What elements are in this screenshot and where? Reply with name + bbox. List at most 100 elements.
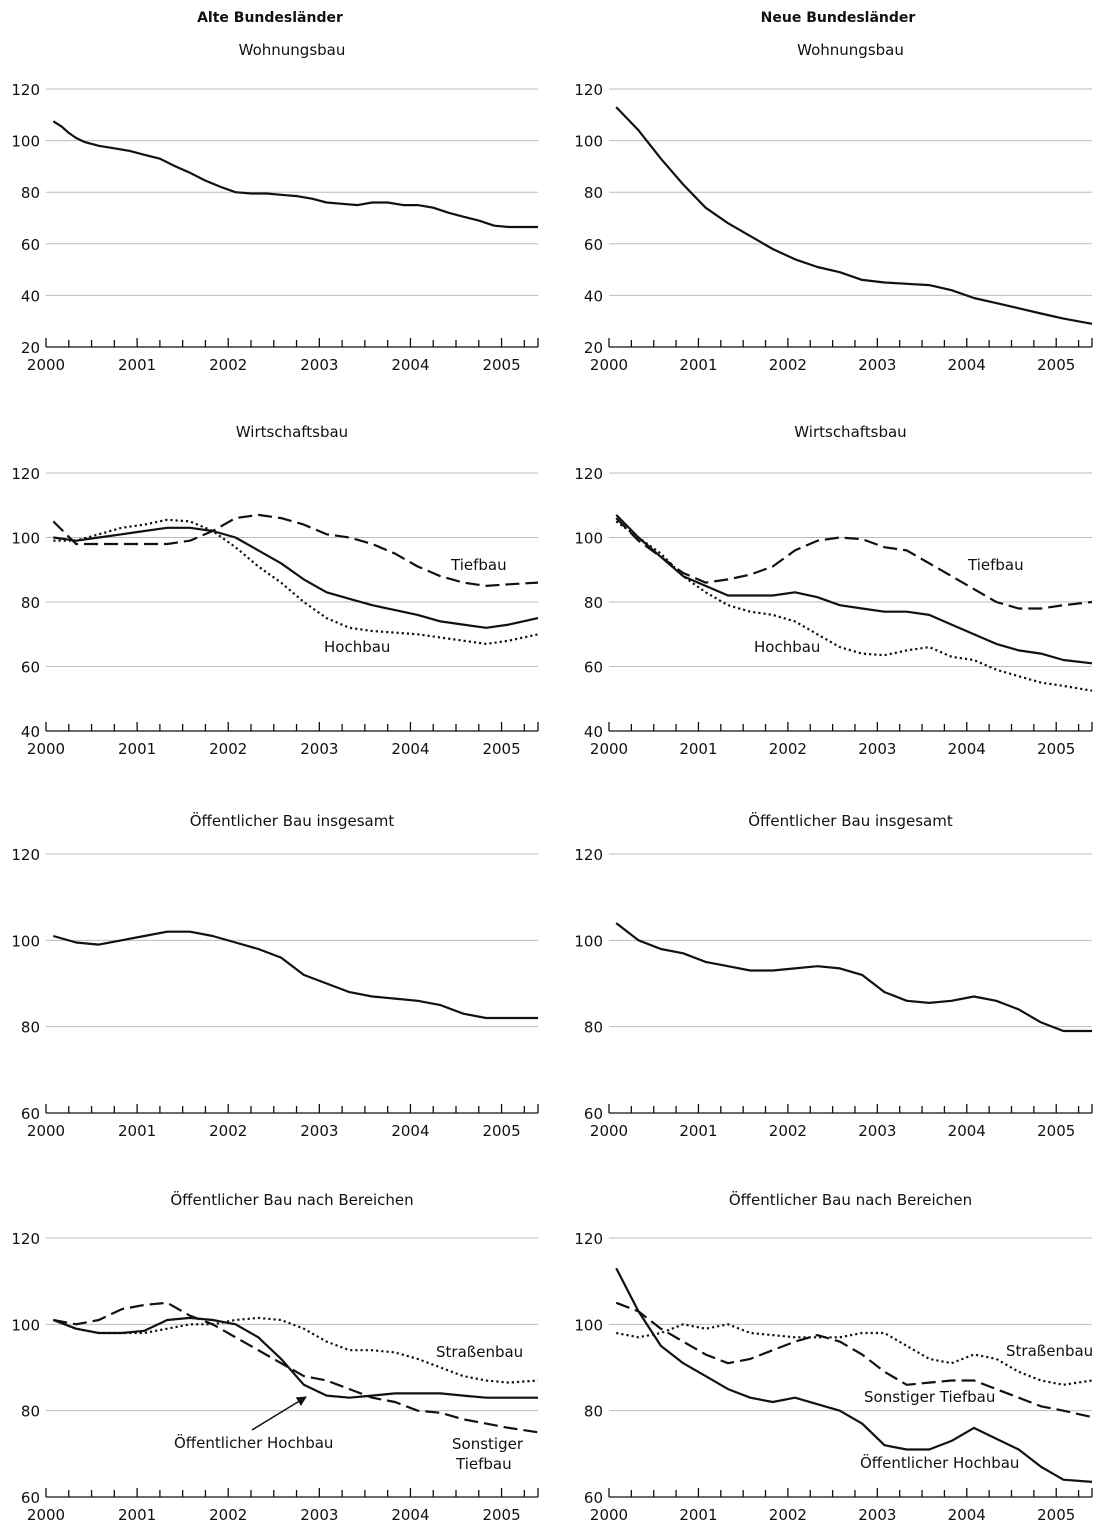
- x-tick-label: 2001: [679, 356, 717, 374]
- y-tick-label: 60: [21, 659, 40, 677]
- x-tick-label: 2000: [590, 1122, 628, 1140]
- x-tick-label: 2004: [948, 356, 986, 374]
- chart-panel-right-1: Wohnungsbau 20 40 60 80 100 120 2000 2001 2002 200…: [574, 41, 1093, 374]
- chart-panel-left-1: Wohnungsbau 20 40 60 80 100 120 2000 2001 2002 200…: [11, 41, 539, 374]
- y-tick-label: 120: [574, 81, 603, 99]
- chart-panel-left-3: Öffentlicher Bau insgesamt 60 80 100 120 2000…: [11, 811, 539, 1140]
- series-label-sonstiger-tiefbau: Sonstiger Tiefbau: [864, 1388, 995, 1406]
- x-tick-label: 2002: [769, 356, 807, 374]
- x-tick-label: 2005: [1037, 740, 1075, 758]
- x-tick-label: 2004: [391, 1506, 429, 1524]
- series-label-tiefbau: Tiefbau: [967, 556, 1024, 574]
- series-line-solid: [52, 120, 538, 229]
- series-line-solid: [52, 1316, 538, 1399]
- series-line-solid: [53, 526, 539, 629]
- y-tick-label: 100: [574, 133, 603, 151]
- x-tick-label: 2002: [209, 1506, 247, 1524]
- y-tick-label: 40: [584, 287, 603, 305]
- x-tick-label: 2000: [27, 1122, 65, 1140]
- y-tick-label: 60: [21, 1105, 40, 1123]
- x-tick-label: 2004: [948, 1506, 986, 1524]
- series-label-hochbau: Hochbau: [324, 638, 390, 656]
- y-tick-label: 120: [574, 465, 603, 483]
- series-label-sonstiger-tiefbau: Tiefbau: [455, 1455, 512, 1473]
- x-tick-label: 2001: [679, 740, 717, 758]
- y-tick-label: 80: [21, 1019, 40, 1037]
- y-tick-label: 80: [21, 1403, 40, 1421]
- series-line-solid: [52, 930, 538, 1020]
- series-line-dotted: [615, 1323, 1093, 1386]
- y-tick-label: 120: [574, 1230, 603, 1248]
- chart-title: Öffentlicher Bau nach Bereichen: [729, 1190, 972, 1209]
- chart-title: Wirtschaftsbau: [236, 423, 348, 441]
- chart-title: Öffentlicher Bau insgesamt: [190, 811, 395, 830]
- series-label-sonstiger-tiefbau: Sonstiger: [452, 1435, 524, 1453]
- x-tick-label: 2003: [858, 740, 896, 758]
- chart-title: Wohnungsbau: [797, 41, 904, 59]
- x-tick-label: 2000: [590, 740, 628, 758]
- x-tick-label: 2002: [769, 740, 807, 758]
- x-tick-label: 2000: [590, 1506, 628, 1524]
- y-tick-label: 120: [11, 846, 40, 864]
- x-tick-label: 2002: [209, 1122, 247, 1140]
- chart-title: Öffentlicher Bau nach Bereichen: [170, 1190, 413, 1209]
- y-tick-label: 100: [574, 1316, 603, 1334]
- arrow-label-oeffentlicher-hochbau: Öffentlicher Hochbau: [174, 1433, 333, 1452]
- x-tick-label: 2005: [482, 356, 520, 374]
- y-tick-label: 60: [584, 1105, 603, 1123]
- y-tick-label: 120: [574, 846, 603, 864]
- chart-title: Öffentlicher Bau insgesamt: [748, 811, 953, 830]
- x-tick-label: 2002: [769, 1122, 807, 1140]
- series-line-dashed: [53, 1301, 539, 1434]
- x-tick-label: 2003: [858, 1506, 896, 1524]
- x-tick-label: 2003: [300, 740, 338, 758]
- x-tick-label: 2004: [948, 1122, 986, 1140]
- y-tick-label: 100: [11, 133, 40, 151]
- x-tick-label: 2001: [118, 740, 156, 758]
- x-tick-label: 2004: [391, 1122, 429, 1140]
- y-tick-label: 80: [584, 1403, 603, 1421]
- chart-title: Wohnungsbau: [239, 41, 346, 59]
- y-tick-label: 120: [11, 81, 40, 99]
- y-tick-label: 40: [21, 723, 40, 741]
- y-tick-label: 60: [21, 1489, 40, 1507]
- series-line-solid: [615, 514, 1093, 665]
- y-tick-label: 20: [21, 339, 40, 357]
- x-tick-label: 2001: [118, 356, 156, 374]
- annotation-arrow: [251, 1396, 307, 1431]
- series-line-solid: [615, 922, 1092, 1033]
- chart-panel-right-3: Öffentlicher Bau insgesamt 60 80 100 120 2000…: [574, 811, 1093, 1140]
- chart-panel-left-4: Öffentlicher Bau nach Bereichen 60 80 100 12…: [11, 1190, 539, 1524]
- x-tick-label: 2001: [679, 1506, 717, 1524]
- column-header-right: Neue Bundesländer: [760, 10, 916, 26]
- x-tick-label: 2001: [118, 1122, 156, 1140]
- series-label-strassenbau: Straßenbau: [1006, 1342, 1093, 1360]
- y-tick-label: 100: [11, 932, 40, 950]
- y-tick-label: 80: [21, 594, 40, 612]
- x-tick-label: 2004: [391, 356, 429, 374]
- x-tick-label: 2002: [209, 356, 247, 374]
- y-tick-label: 20: [584, 339, 603, 357]
- x-tick-label: 2003: [300, 356, 338, 374]
- y-tick-label: 100: [11, 1316, 40, 1334]
- y-tick-label: 120: [11, 1230, 40, 1248]
- y-tick-label: 80: [584, 594, 603, 612]
- x-tick-label: 2005: [1037, 356, 1075, 374]
- y-tick-label: 40: [584, 723, 603, 741]
- x-tick-label: 2002: [209, 740, 247, 758]
- series-label-strassenbau: Straßenbau: [436, 1343, 523, 1361]
- y-tick-label: 100: [11, 530, 40, 548]
- x-tick-label: 2000: [27, 740, 65, 758]
- y-tick-label: 120: [11, 465, 40, 483]
- x-tick-label: 2000: [27, 1506, 65, 1524]
- y-tick-label: 80: [584, 1019, 603, 1037]
- x-tick-label: 2003: [300, 1506, 338, 1524]
- series-line-dashed: [52, 513, 539, 588]
- x-tick-label: 2001: [679, 1122, 717, 1140]
- y-tick-label: 40: [21, 287, 40, 305]
- x-tick-label: 2005: [1037, 1506, 1075, 1524]
- x-tick-label: 2003: [300, 1122, 338, 1140]
- y-tick-label: 60: [584, 236, 603, 254]
